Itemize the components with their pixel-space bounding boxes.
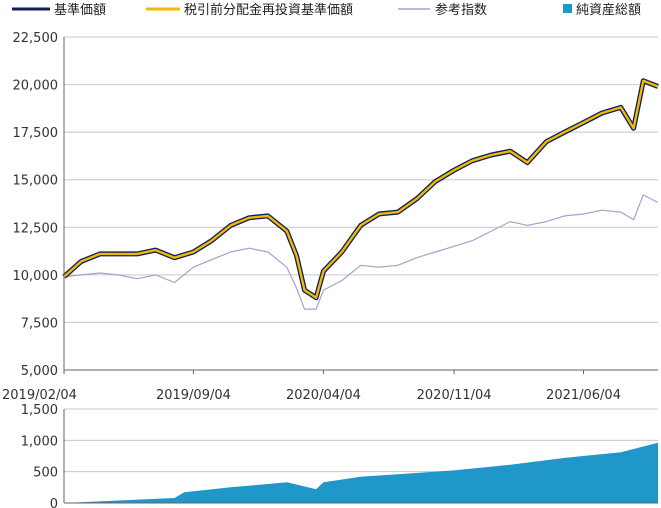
sub-chart-area: [64, 442, 658, 503]
x-tick-label: 2020/11/04: [417, 388, 492, 403]
main-y-tick-label: 5,000: [21, 364, 58, 379]
main-y-tick-label: 17,500: [13, 126, 59, 141]
series-index-line: [63, 194, 659, 310]
main-y-tick-label: 7,500: [21, 316, 58, 331]
legend-net-assets-swatch: [563, 4, 572, 13]
legend-net-assets-label: 純資産総額: [576, 2, 641, 18]
main-y-tick-label: 10,000: [13, 269, 59, 284]
sub-chart-axes: [63, 409, 658, 504]
legend-nav-label: 基準価額: [54, 2, 106, 18]
series-nav-reinvested-line: [63, 79, 659, 299]
sub-y-tick-label: 500: [33, 466, 58, 481]
main-y-tick-label: 20,000: [13, 79, 59, 94]
x-tick-label: 2019/09/04: [156, 388, 231, 403]
main-y-axis-ticks: 5,000 7,500 10,000 12,500 15,000 17,500 20,000…: [13, 31, 59, 379]
main-chart-gridlines: [64, 36, 658, 371]
sub-y-axis-ticks: 0 500 1,000 1,500: [21, 403, 58, 508]
sub-y-tick-label: 1,000: [21, 434, 58, 449]
legend-nav-reinvested-label: 税引前分配金再投資基準価額: [184, 2, 353, 18]
main-y-tick-label: 15,000: [13, 174, 59, 189]
sub-y-tick-label: 0: [50, 497, 58, 508]
x-tick-label: 2020/04/04: [286, 388, 361, 403]
main-chart-axes: [63, 37, 658, 371]
series-net-assets-area: [64, 442, 658, 503]
legend: 基準価額 税引前分配金再投資基準価額 参考指数 純資産総額: [12, 2, 641, 18]
x-tick-label: 2021/06/04: [546, 388, 621, 403]
main-y-tick-label: 12,500: [13, 221, 59, 236]
sub-y-tick-label: 1,500: [21, 403, 58, 418]
legend-index-label: 参考指数: [435, 2, 487, 18]
main-chart-series: [62, 78, 659, 310]
x-tick-label: 2019/02/04: [2, 388, 77, 403]
main-y-tick-label: 22,500: [13, 31, 59, 46]
x-axis-ticks: 2019/02/04 2019/09/04 2020/04/04 2020/11/04…: [2, 370, 621, 403]
